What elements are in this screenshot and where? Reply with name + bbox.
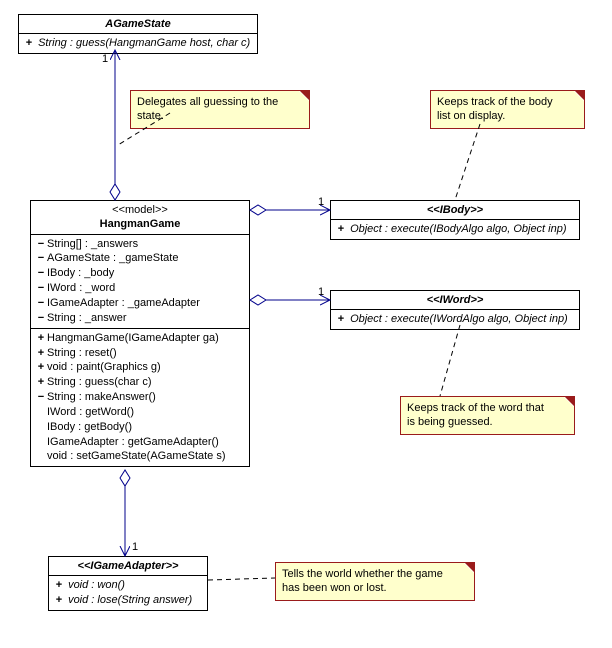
method-row: IWord : getWord() bbox=[35, 405, 245, 420]
method-row: −String : makeAnswer() bbox=[35, 390, 245, 405]
attr-row: −AGameState : _gameState bbox=[35, 251, 245, 266]
note-gameadapter: Tells the world whether the game has bee… bbox=[275, 562, 475, 601]
note-text: list on display. bbox=[437, 109, 578, 123]
class-methods: + Object : execute(IWordAlgo algo, Objec… bbox=[331, 310, 579, 329]
note-fold-icon bbox=[464, 563, 474, 573]
method-row: +void : paint(Graphics g) bbox=[35, 360, 245, 375]
note-word: Keeps track of the word that is being gu… bbox=[400, 396, 575, 435]
method-row: void : setGameState(AGameState s) bbox=[35, 449, 245, 464]
method-row: +String : guess(char c) bbox=[35, 375, 245, 390]
method-row: + void : lose(String answer) bbox=[53, 593, 203, 608]
class-name: <<IWord>> bbox=[427, 294, 484, 306]
class-methods: + Object : execute(IBodyAlgo algo, Objec… bbox=[331, 220, 579, 239]
class-name: HangmanGame bbox=[35, 217, 245, 231]
class-iword: <<IWord>> + Object : execute(IWordAlgo a… bbox=[330, 290, 580, 330]
multiplicity: 1 bbox=[318, 286, 324, 298]
attr-row: −IGameAdapter : _gameAdapter bbox=[35, 296, 245, 311]
note-delegates: Delegates all guessing to the state. bbox=[130, 90, 310, 129]
multiplicity: 1 bbox=[102, 53, 108, 65]
class-attributes: −String[] : _answers −AGameState : _game… bbox=[31, 235, 249, 329]
class-title: <<IGameAdapter>> bbox=[49, 557, 207, 576]
class-name: <<IBody>> bbox=[427, 204, 483, 216]
class-title: <<IBody>> bbox=[331, 201, 579, 220]
method-row: IBody : getBody() bbox=[35, 420, 245, 435]
note-text: is being guessed. bbox=[407, 415, 568, 429]
attr-row: −String : _answer bbox=[35, 311, 245, 326]
class-title: <<model>> HangmanGame bbox=[31, 201, 249, 235]
note-fold-icon bbox=[299, 91, 309, 101]
class-name: AGameState bbox=[105, 18, 170, 30]
attr-row: −String[] : _answers bbox=[35, 237, 245, 252]
class-methods: + void : won() + void : lose(String answ… bbox=[49, 576, 207, 610]
method-row: +HangmanGame(IGameAdapter ga) bbox=[35, 331, 245, 346]
note-text: Keeps track of the body bbox=[437, 95, 578, 109]
method-row: + Object : execute(IBodyAlgo algo, Objec… bbox=[335, 222, 575, 237]
method-row: + Object : execute(IWordAlgo algo, Objec… bbox=[335, 312, 575, 327]
method-row: + String : guess(HangmanGame host, char … bbox=[23, 36, 253, 51]
multiplicity: 1 bbox=[318, 196, 324, 208]
class-hangmangame: <<model>> HangmanGame −String[] : _answe… bbox=[30, 200, 250, 467]
note-fold-icon bbox=[564, 397, 574, 407]
class-ibody: <<IBody>> + Object : execute(IBodyAlgo a… bbox=[330, 200, 580, 240]
note-text: Keeps track of the word that bbox=[407, 401, 568, 415]
attr-row: −IWord : _word bbox=[35, 281, 245, 296]
class-name: <<IGameAdapter>> bbox=[78, 560, 179, 572]
note-fold-icon bbox=[574, 91, 584, 101]
multiplicity: 1 bbox=[132, 541, 138, 553]
stereotype: <<model>> bbox=[35, 203, 245, 217]
method-row: IGameAdapter : getGameAdapter() bbox=[35, 435, 245, 450]
note-text: has been won or lost. bbox=[282, 581, 468, 595]
attr-row: −IBody : _body bbox=[35, 266, 245, 281]
note-body: Keeps track of the body list on display. bbox=[430, 90, 585, 129]
class-methods: +HangmanGame(IGameAdapter ga) +String : … bbox=[31, 329, 249, 467]
note-text: Tells the world whether the game bbox=[282, 567, 468, 581]
method-row: + void : won() bbox=[53, 578, 203, 593]
class-methods: + String : guess(HangmanGame host, char … bbox=[19, 34, 257, 53]
class-title: <<IWord>> bbox=[331, 291, 579, 310]
method-row: +String : reset() bbox=[35, 346, 245, 361]
class-igameadapter: <<IGameAdapter>> + void : won() + void :… bbox=[48, 556, 208, 611]
note-text: Delegates all guessing to the state. bbox=[137, 96, 278, 122]
class-agamestate: AGameState + String : guess(HangmanGame … bbox=[18, 14, 258, 54]
class-title: AGameState bbox=[19, 15, 257, 34]
